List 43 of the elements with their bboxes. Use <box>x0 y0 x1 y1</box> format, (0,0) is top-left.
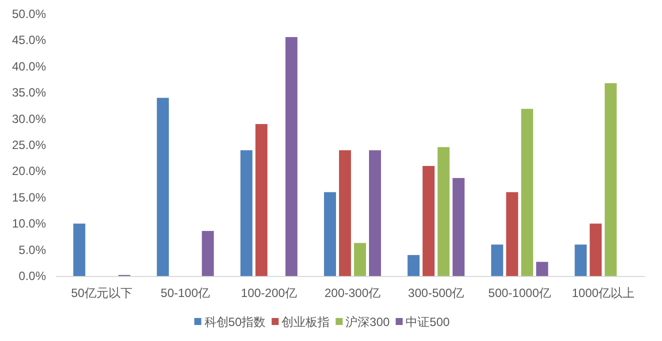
x-tick-label: 200-300亿 <box>324 286 381 300</box>
y-tick-label: 25.0% <box>12 138 46 152</box>
bar <box>339 150 351 276</box>
bar <box>452 178 465 276</box>
x-tick-label: 300-500亿 <box>408 286 464 300</box>
y-tick-label: 15.0% <box>12 190 46 204</box>
bar <box>324 192 336 276</box>
bar <box>240 150 252 276</box>
legend-label: 创业板指 <box>282 315 330 329</box>
legend-label: 科创50指数 <box>204 315 266 329</box>
x-tick-label: 50亿元以下 <box>71 286 132 300</box>
bar <box>604 83 617 276</box>
bar <box>354 242 366 276</box>
legend-label: 中证500 <box>406 315 450 329</box>
bar <box>156 98 169 276</box>
bar <box>369 150 381 276</box>
y-tick-label: 20.0% <box>12 164 46 178</box>
bar <box>521 108 534 276</box>
y-tick-label: 30.0% <box>12 112 46 126</box>
bar <box>408 255 420 276</box>
y-tick-label: 5.0% <box>18 242 46 257</box>
bar <box>285 37 298 276</box>
bar <box>73 224 86 276</box>
bar <box>590 224 602 276</box>
y-tick-label: 10.0% <box>12 216 46 231</box>
bar <box>574 244 587 276</box>
legend-label: 沪深300 <box>346 315 390 329</box>
y-tick-label: 0.0% <box>18 269 46 283</box>
x-tick-label: 1000亿以上 <box>572 286 635 300</box>
bar <box>506 192 518 276</box>
x-tick-label: 500-1000亿 <box>488 286 551 300</box>
bar <box>255 124 268 276</box>
bar <box>536 262 548 276</box>
y-tick-label: 50.0% <box>12 7 46 21</box>
x-tick-label: 100-200亿 <box>240 286 297 300</box>
bar <box>422 166 435 276</box>
y-tick-label: 45.0% <box>12 33 46 48</box>
bar <box>491 244 504 276</box>
bar <box>438 147 450 276</box>
y-tick-label: 35.0% <box>12 86 46 100</box>
bar <box>202 230 214 276</box>
x-tick-label: 50-100亿 <box>160 286 210 300</box>
y-tick-label: 40.0% <box>12 59 46 74</box>
